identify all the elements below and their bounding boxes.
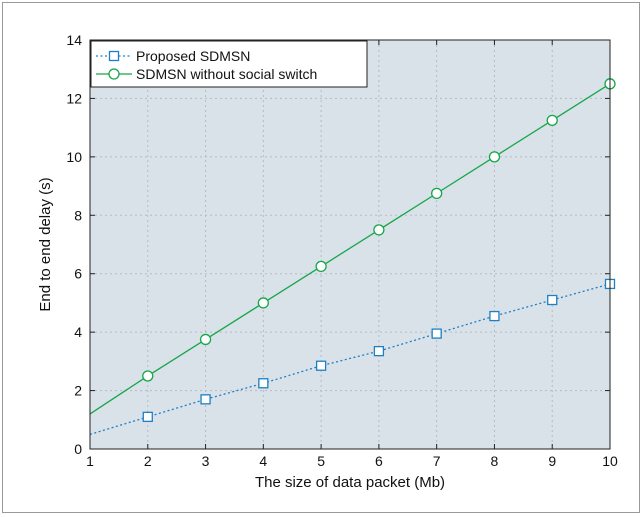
y-tick-label: 0 — [74, 441, 82, 457]
x-tick-label: 4 — [259, 453, 267, 469]
legend-square-marker — [108, 50, 120, 62]
x-tick-label: 3 — [202, 453, 210, 469]
plot-border — [89, 39, 611, 450]
data-point-square — [489, 310, 500, 322]
legend-entry-proposed-sdmsn: Proposed SDMSN — [96, 48, 250, 64]
data-point-circle — [546, 114, 558, 126]
legend: Proposed SDMSN SDMSN without social swit… — [90, 40, 368, 88]
x-tick-label: 8 — [491, 453, 499, 469]
y-tick-label: 8 — [74, 207, 82, 223]
legend-label-sdmsn-without-social-switch: SDMSN without social switch — [136, 66, 317, 82]
legend-circle-marker — [108, 68, 120, 80]
x-tick-label: 2 — [144, 453, 152, 469]
x-tick-label: 1 — [86, 453, 94, 469]
series-line-sdmsn-without-social-switch — [89, 83, 611, 415]
legend-box — [90, 40, 368, 88]
data-point-circle — [199, 333, 212, 346]
y-tick-label: 14 — [66, 32, 82, 48]
data-point-circle — [142, 370, 154, 382]
y-tick-label: 4 — [74, 324, 82, 340]
y-tick-label: 6 — [74, 266, 82, 282]
legend-entry-sdmsn-without-social-switch: SDMSN without social switch — [96, 66, 317, 82]
data-point-circle — [431, 187, 443, 200]
y-tick-label: 12 — [66, 90, 82, 106]
data-point-square — [142, 411, 153, 423]
x-tick-label: 10 — [602, 453, 618, 469]
y-axis-label: End to end delay (s) — [37, 177, 54, 311]
x-tick-label: 7 — [433, 453, 441, 469]
data-point-square — [373, 345, 385, 357]
x-tick-label: 5 — [317, 453, 325, 469]
data-point-circle — [315, 260, 327, 273]
data-point-square — [547, 294, 558, 306]
data-point-square — [258, 378, 269, 389]
data-point-circle — [257, 297, 269, 309]
legend-label-proposed-sdmsn: Proposed SDMSN — [136, 48, 250, 64]
plot-area — [90, 40, 610, 449]
data-point-square — [200, 394, 211, 405]
x-tick-label: 6 — [375, 453, 383, 469]
data-point-circle — [373, 224, 385, 236]
data-point-square — [431, 328, 442, 339]
x-axis-label: The size of data packet (Mb) — [255, 474, 445, 491]
y-tick-label: 10 — [66, 149, 82, 165]
series-line-proposed-sdmsn — [89, 283, 611, 436]
x-tick-label: 9 — [548, 453, 556, 469]
data-point-square — [315, 360, 327, 371]
data-point-circle — [488, 151, 501, 163]
y-tick-label: 2 — [74, 383, 82, 399]
series-layer — [89, 78, 616, 436]
